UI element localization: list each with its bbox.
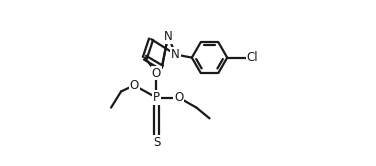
Text: O: O bbox=[129, 79, 139, 92]
Text: P: P bbox=[153, 91, 160, 104]
Text: N: N bbox=[171, 48, 180, 61]
Text: O: O bbox=[152, 67, 161, 80]
Text: Cl: Cl bbox=[247, 51, 258, 64]
Text: O: O bbox=[174, 91, 183, 104]
Text: S: S bbox=[153, 136, 160, 149]
Text: N: N bbox=[164, 30, 172, 42]
